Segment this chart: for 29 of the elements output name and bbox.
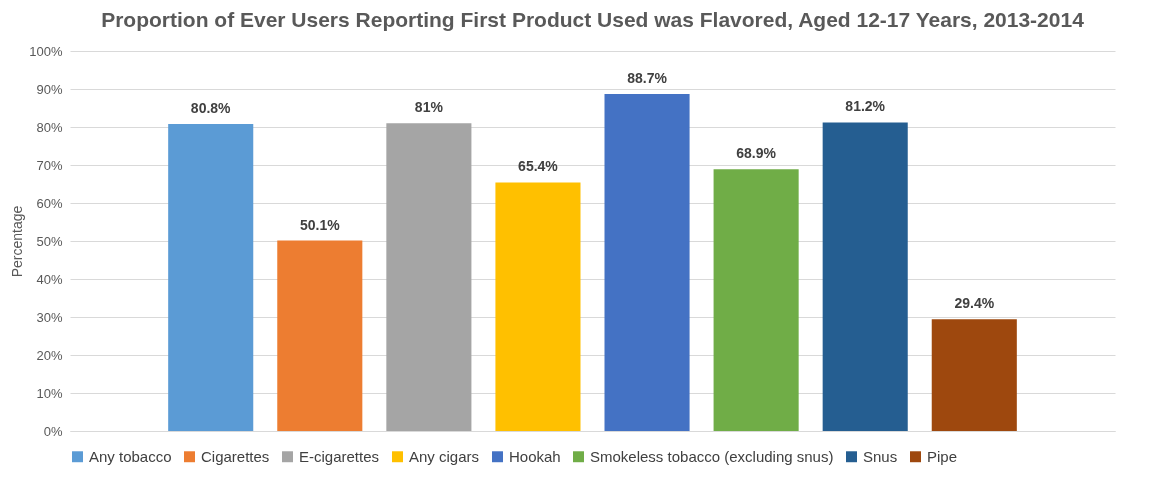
y-tick-label: 80% (36, 119, 63, 135)
y-axis-title: Percentage (9, 205, 26, 278)
y-tick-label: 100% (29, 43, 63, 59)
y-tick-label: 70% (36, 157, 63, 173)
data-label: 29.4% (954, 295, 995, 312)
data-label: 81% (414, 99, 444, 116)
y-tick-label: 30% (36, 309, 63, 325)
y-tick-label: 60% (36, 195, 63, 211)
legend-label: E-cigarettes (299, 447, 380, 465)
legend-label: Hookah (509, 447, 561, 465)
legend-label: Any tobacco (89, 447, 172, 465)
chart-title: Proportion of Ever Users Reporting First Product Used was Flavored, Aged 12-17 Years, 2013-2014 (101, 8, 1085, 31)
legend-label: Snus (863, 447, 898, 465)
y-tick-label: 10% (36, 385, 63, 401)
data-label: 50.1% (299, 216, 341, 233)
y-tick-label: 50% (36, 233, 63, 249)
legend-label: Pipe (927, 447, 958, 465)
y-tick-label: 20% (36, 347, 63, 363)
y-tick-label: 90% (36, 81, 63, 97)
data-label: 81.2% (845, 98, 886, 115)
legend-label: Any cigars (409, 447, 480, 465)
y-tick-label: 40% (36, 271, 63, 287)
data-label: 68.9% (736, 145, 777, 162)
y-tick-label: 0% (43, 423, 63, 439)
data-label: 80.8% (190, 99, 232, 116)
data-label: 65.4% (518, 158, 559, 175)
legend-label: Cigarettes (201, 447, 270, 465)
data-label: 88.7% (627, 69, 668, 86)
legend-label: Smokeless tobacco (excluding snus) (590, 447, 834, 465)
